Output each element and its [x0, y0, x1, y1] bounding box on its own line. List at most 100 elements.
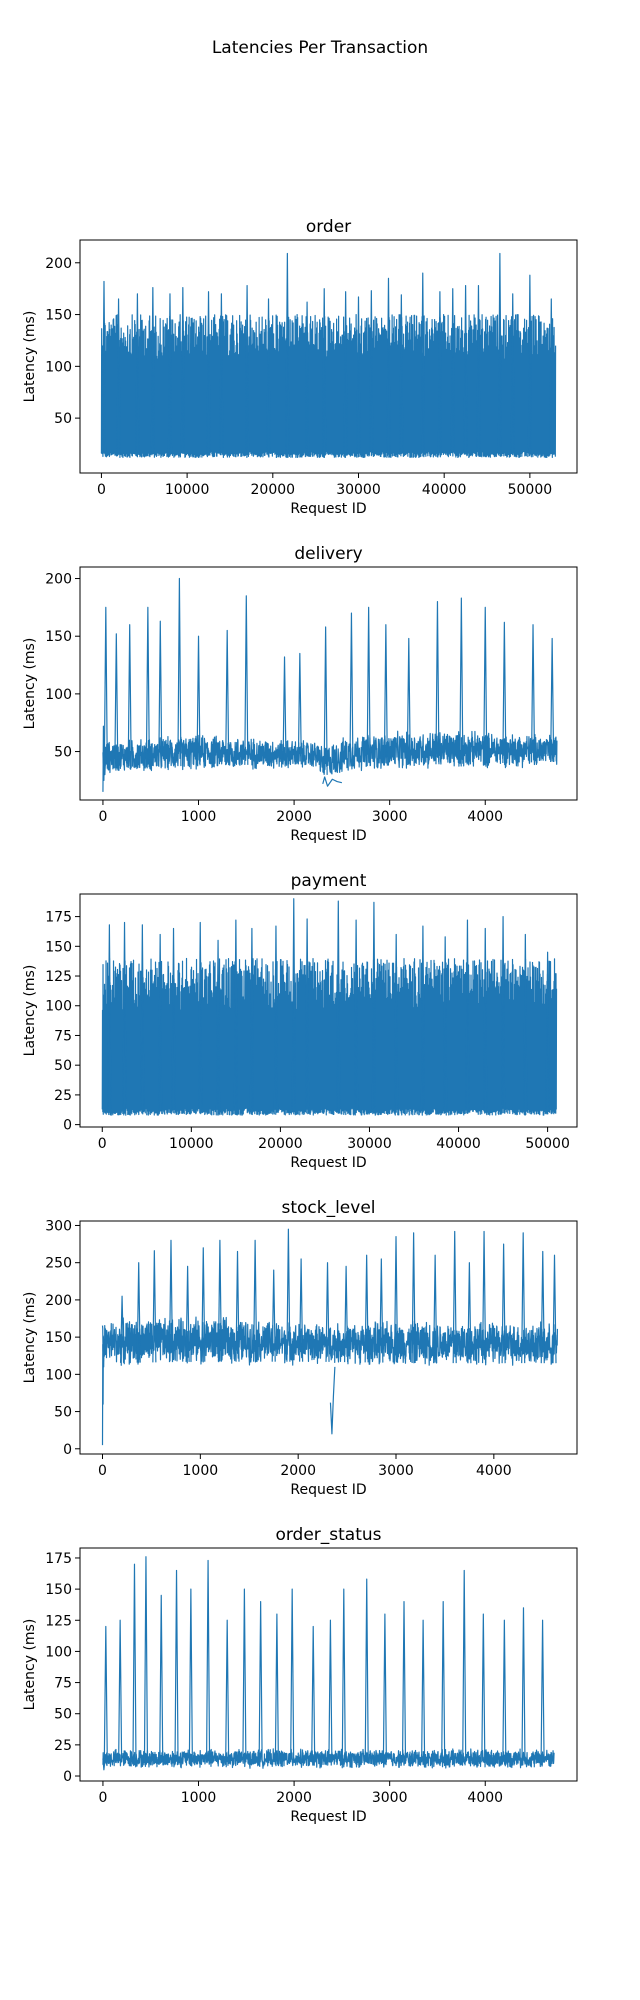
- x-tick-label: 2000: [280, 1463, 316, 1479]
- y-axis-label: Latency (ms): [22, 1619, 38, 1711]
- latency-spike: [249, 927, 254, 1110]
- latency-spike: [304, 301, 310, 453]
- latency-spike: [322, 288, 327, 453]
- latency-spike: [233, 919, 238, 1110]
- y-tick-label: 150: [45, 939, 72, 955]
- latency-spike: [364, 1578, 369, 1763]
- x-tick-label: 10000: [169, 1136, 214, 1152]
- latency-spike: [481, 1613, 486, 1763]
- axes-frame: [79, 1547, 578, 1782]
- y-tick-label: 0: [63, 1118, 72, 1134]
- latency-spike: [167, 293, 173, 453]
- latency-spike: [122, 921, 127, 1110]
- latency-spike: [274, 1613, 279, 1763]
- x-tick-label: 4000: [467, 1790, 503, 1806]
- x-tick-label: 0: [98, 1463, 107, 1479]
- subplot-order-status: order_status 0 1000 2000 3000 4000 0 25 50 75 100 1…: [22, 1525, 578, 1825]
- x-tick-label: 0: [98, 1136, 107, 1152]
- latency-spike: [550, 637, 555, 763]
- x-tick-label: 4000: [476, 1463, 512, 1479]
- latency-spike: [206, 291, 211, 453]
- y-tick-label: 50: [54, 1058, 72, 1074]
- latency-spike: [483, 606, 488, 764]
- latency-spike: [420, 925, 426, 1110]
- y-tick-label: 200: [45, 1293, 72, 1309]
- subplot-payment: payment 0 10000 20000 30000 40000 50000 0 25 50 75…: [22, 871, 578, 1171]
- latency-spike: [437, 291, 442, 453]
- x-tick-label: 50000: [508, 482, 553, 498]
- y-tick-label: 25: [54, 1088, 72, 1104]
- latency-spike: [217, 1239, 222, 1362]
- latency-spike: [177, 577, 182, 767]
- latency-spike: [185, 1265, 190, 1362]
- latency-spike: [343, 291, 348, 453]
- x-tick-label: 1000: [183, 1463, 219, 1479]
- y-tick-label: 75: [54, 1028, 72, 1044]
- latency-spike: [107, 924, 112, 1110]
- latency-spike: [497, 252, 502, 453]
- subplot-order: order 0 10000 20000 30000 40000 50000 50 100 150 2…: [22, 217, 578, 517]
- x-axis-label: Request ID: [290, 1155, 366, 1171]
- y-tick-label: 100: [45, 1644, 72, 1660]
- latency-spike: [540, 1619, 545, 1763]
- latency-series-line: [101, 957, 558, 1116]
- y-tick-label: 100: [45, 359, 72, 375]
- latency-spike: [168, 1239, 174, 1363]
- latency-spike: [143, 1556, 149, 1763]
- latency-spike: [135, 293, 140, 453]
- latency-spike: [150, 287, 155, 453]
- latency-spike: [103, 1625, 108, 1763]
- latency-spike: [552, 1254, 557, 1364]
- latency-spike: [215, 939, 221, 1110]
- x-tick-label: 1000: [181, 1790, 217, 1806]
- latency-spike: [116, 298, 121, 453]
- y-tick-label: 175: [45, 910, 72, 926]
- axes-frame: [79, 239, 578, 474]
- x-tick-label: 2000: [276, 809, 312, 825]
- latency-spike: [386, 277, 391, 453]
- latency-spike: [244, 595, 249, 765]
- latency-spike: [225, 629, 230, 766]
- y-axis-label: Latency (ms): [22, 638, 38, 730]
- latency-spike: [196, 635, 201, 766]
- latency-spike: [152, 1250, 157, 1363]
- series-start-segment: [101, 1336, 105, 1446]
- x-tick-label: 0: [98, 1790, 107, 1806]
- x-axis-label: Request ID: [290, 1809, 366, 1825]
- latency-spike: [290, 1588, 295, 1763]
- latency-spike: [198, 921, 203, 1110]
- latency-spike: [225, 1619, 230, 1763]
- latency-spike: [258, 1600, 263, 1763]
- latency-spike: [118, 1619, 123, 1763]
- latency-spike: [549, 298, 554, 453]
- latency-spike: [325, 1262, 330, 1362]
- latency-spike: [465, 919, 470, 1110]
- y-tick-label: 100: [45, 999, 72, 1015]
- latency-spike: [119, 1295, 125, 1363]
- y-tick-label: 150: [45, 1582, 72, 1598]
- latency-spike: [158, 620, 163, 767]
- latency-spike: [219, 293, 224, 453]
- latency-spike: [393, 1236, 399, 1363]
- y-tick-label: 200: [45, 572, 72, 588]
- x-tick-label: 2000: [276, 1790, 312, 1806]
- axes-frame: [79, 893, 578, 1128]
- latency-spike: [286, 1228, 291, 1362]
- latency-spike: [266, 298, 271, 453]
- y-tick-label: 100: [45, 687, 72, 703]
- y-tick-label: 125: [45, 1613, 72, 1629]
- latency-spike: [205, 1559, 211, 1763]
- latency-spike: [336, 900, 341, 1110]
- latency-spike: [341, 1588, 346, 1763]
- latency-spike: [452, 1230, 457, 1364]
- x-tick-label: 1000: [181, 809, 217, 825]
- latency-spike: [291, 898, 296, 1110]
- latency-spike: [366, 606, 371, 767]
- subplot-delivery: delivery 0 1000 2000 3000 4000 50 100 150 200 Requ…: [22, 544, 578, 844]
- subplot-stock-level: stock_level 0 1000 2000 3000 4000 0 50 100 150 200…: [22, 1198, 578, 1498]
- latency-spike: [305, 918, 310, 1110]
- y-tick-label: 250: [45, 1256, 72, 1272]
- latency-spike: [523, 933, 528, 1110]
- latency-spike: [244, 284, 250, 453]
